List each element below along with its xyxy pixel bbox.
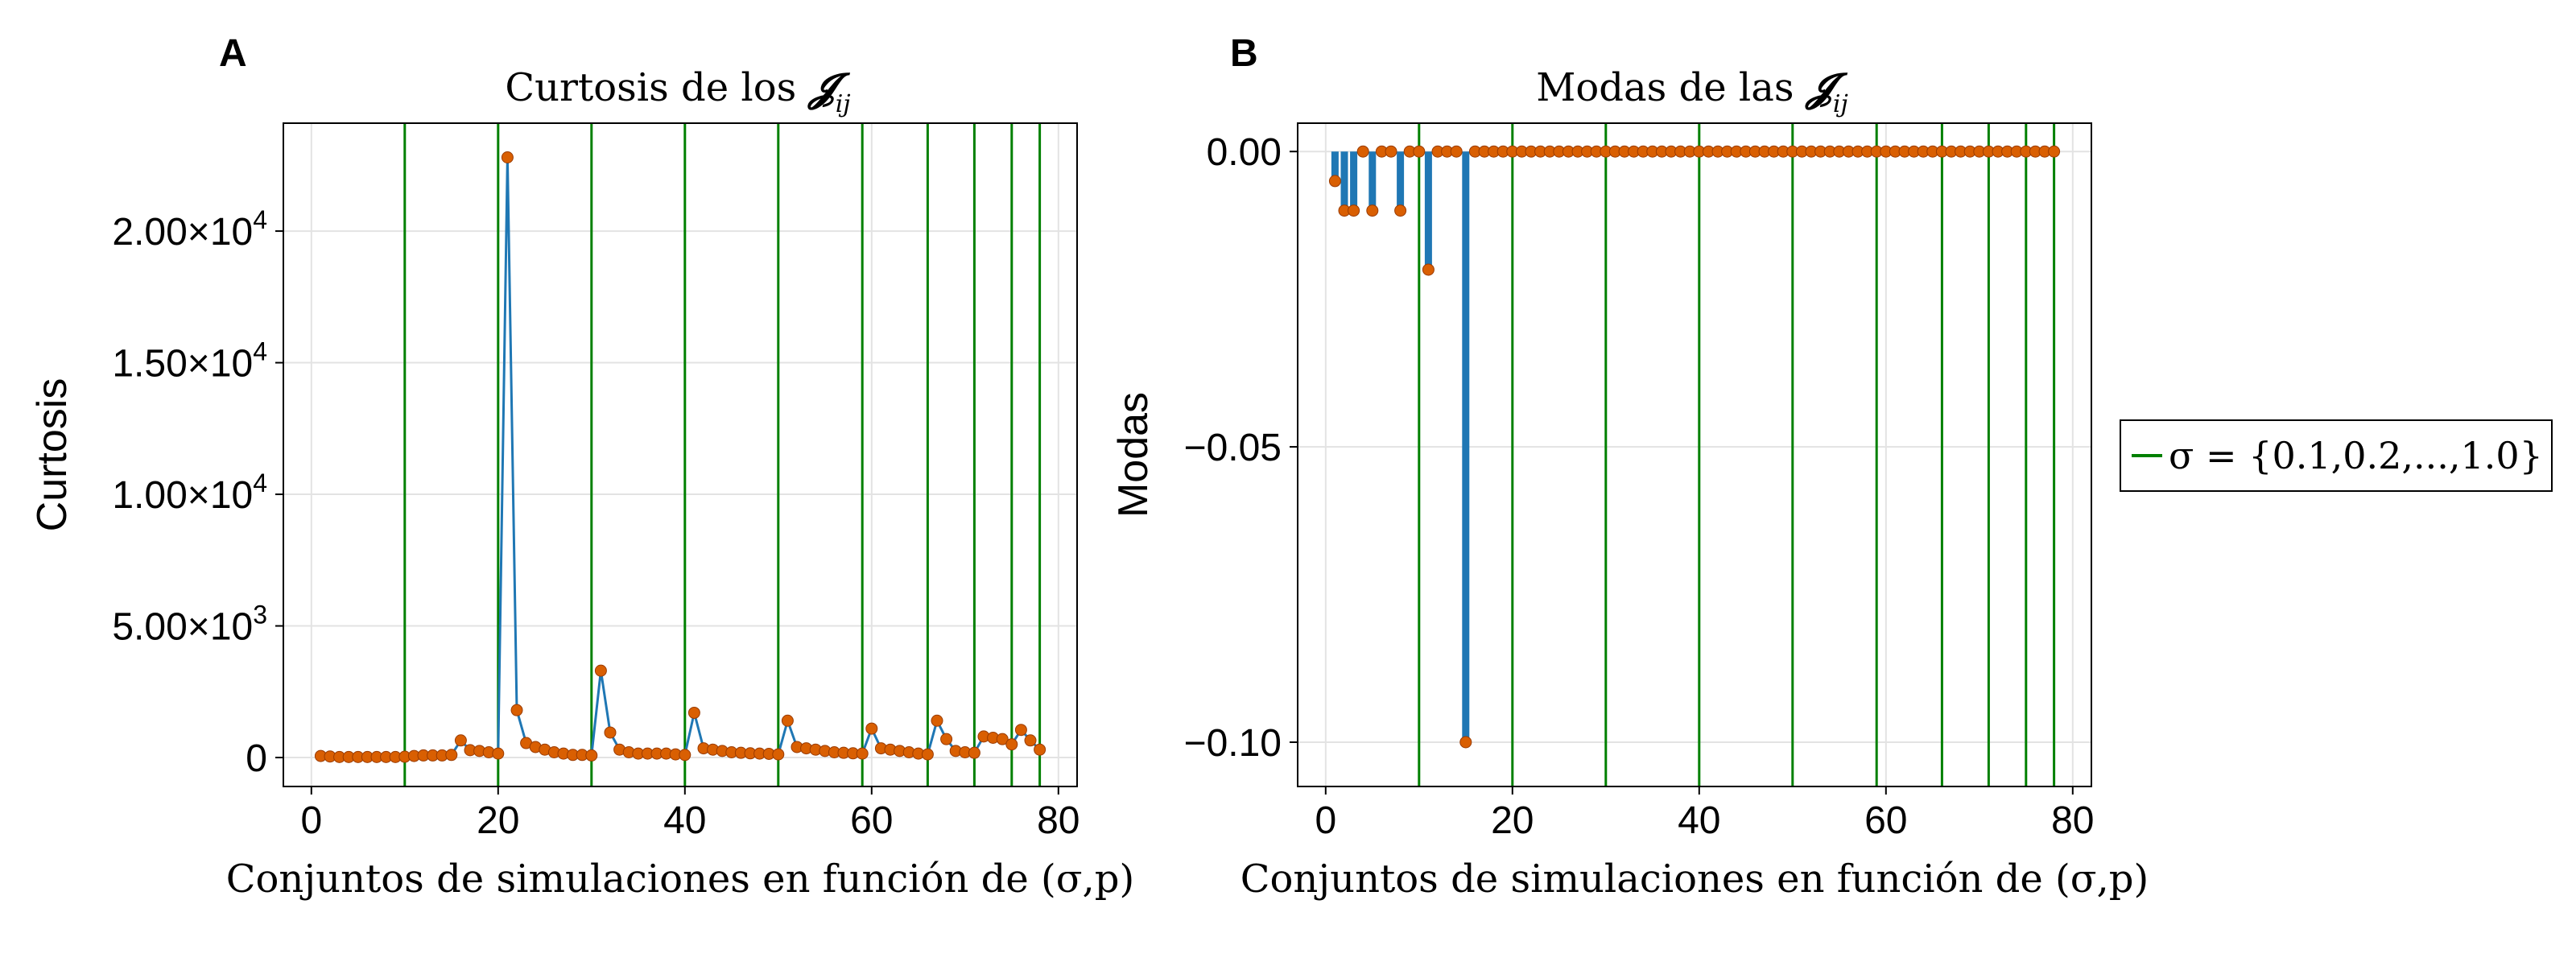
panel-a-x-ticks: 0 20 40 60 80: [300, 786, 1080, 842]
data-point: [1034, 743, 1046, 756]
data-point: [1450, 145, 1463, 158]
panel-a-plot-frame: [283, 122, 1078, 787]
data-point: [772, 748, 785, 761]
x-tick-label: 20: [477, 799, 519, 842]
data-point: [856, 747, 869, 760]
x-tick-label: 60: [1864, 799, 1907, 842]
y-tick-label: −0.05: [1184, 427, 1282, 469]
data-point: [1413, 145, 1426, 158]
data-point: [1422, 263, 1435, 276]
data-point: [492, 747, 505, 760]
data-point: [1394, 204, 1407, 217]
x-tick-label: 60: [850, 799, 893, 842]
data-point: [1348, 204, 1360, 217]
y-tick-label: 5.00×103: [112, 601, 267, 649]
data-point: [679, 749, 691, 762]
panel-b-plot-frame: [1297, 122, 2092, 787]
data-point: [865, 722, 878, 735]
panel-a-series: [320, 157, 1041, 758]
data-point: [454, 734, 467, 747]
panel-b-grid: [1298, 123, 2091, 786]
legend-box: [2120, 419, 2553, 492]
data-point: [594, 664, 607, 677]
data-point: [501, 151, 514, 164]
data-point: [1024, 734, 1037, 747]
y-tick-label: −0.10: [1184, 722, 1282, 765]
panel-b-sigma-lines: [1418, 123, 2056, 786]
y-tick-label: 2.00×104: [112, 205, 267, 254]
panel-b-y-ticks: 0.00 −0.05 −0.10: [1184, 131, 1298, 765]
panel-b-x-ticks: 0 20 40 60 80: [1315, 786, 2094, 842]
panel-a-label: A: [219, 32, 247, 75]
data-point: [781, 714, 794, 727]
x-tick-label: 0: [1315, 799, 1336, 842]
series-line-curtosis: [320, 157, 1041, 758]
data-point: [1385, 145, 1397, 158]
x-tick-label: 40: [663, 799, 706, 842]
data-point: [2048, 145, 2061, 158]
y-tick-label: 1.50×104: [112, 337, 267, 386]
data-point: [1328, 175, 1341, 188]
panel-a-sigma-lines: [403, 123, 1042, 786]
data-point: [604, 726, 617, 739]
panel-b-x-axis-label: Conjuntos de simulaciones en función de …: [1241, 857, 2149, 902]
panel-a-y-ticks: 0 5.00×103 1.00×104 1.50×104 2.00×104: [112, 205, 283, 780]
panel-a-title: Curtosis de los 𝓙ij: [505, 65, 850, 118]
panel-b: B Modas de las 𝓙ij 0 20 40 60 80 0.00 −0.05 −0…: [1110, 32, 2149, 902]
data-point: [445, 749, 458, 762]
data-point: [585, 749, 598, 762]
data-point: [1366, 204, 1379, 217]
x-tick-label: 40: [1678, 799, 1720, 842]
panel-a-x-axis-label: Conjuntos de simulaciones en función de …: [226, 857, 1135, 902]
panel-b-y-axis-label: Modas: [1110, 392, 1157, 518]
panel-a-grid: [283, 123, 1077, 786]
x-tick-label: 20: [1491, 799, 1534, 842]
panel-b-label: B: [1230, 32, 1258, 75]
y-tick-label: 0: [246, 737, 267, 780]
data-point: [1356, 145, 1369, 158]
data-point: [921, 748, 934, 761]
data-point: [940, 733, 953, 745]
legend-label: σ = {0.1,0.2,...,1.0}: [2169, 434, 2543, 477]
panel-b-markers: [1328, 145, 2061, 749]
data-point: [931, 714, 943, 727]
data-point: [1005, 738, 1018, 751]
data-point: [1014, 724, 1027, 737]
data-point: [687, 706, 700, 719]
x-tick-label: 80: [1037, 799, 1080, 842]
data-point: [996, 733, 1009, 745]
y-tick-label: 1.00×104: [112, 469, 267, 517]
data-point: [1459, 736, 1472, 749]
x-tick-label: 0: [300, 799, 322, 842]
x-tick-label: 80: [2051, 799, 2094, 842]
panel-a-markers: [314, 151, 1046, 763]
data-point: [510, 704, 523, 716]
panel-a-y-axis-label: Curtosis: [29, 378, 76, 532]
legend: σ = {0.1,0.2,...,1.0}: [2120, 419, 2553, 492]
panel-b-title: Modas de las 𝓙ij: [1536, 65, 1848, 118]
data-point: [968, 746, 980, 759]
panel-a: A Curtosis de los 𝓙ij 0 20 40 60 80 0 5.00×10…: [29, 32, 1134, 902]
y-tick-label: 0.00: [1207, 131, 1282, 174]
